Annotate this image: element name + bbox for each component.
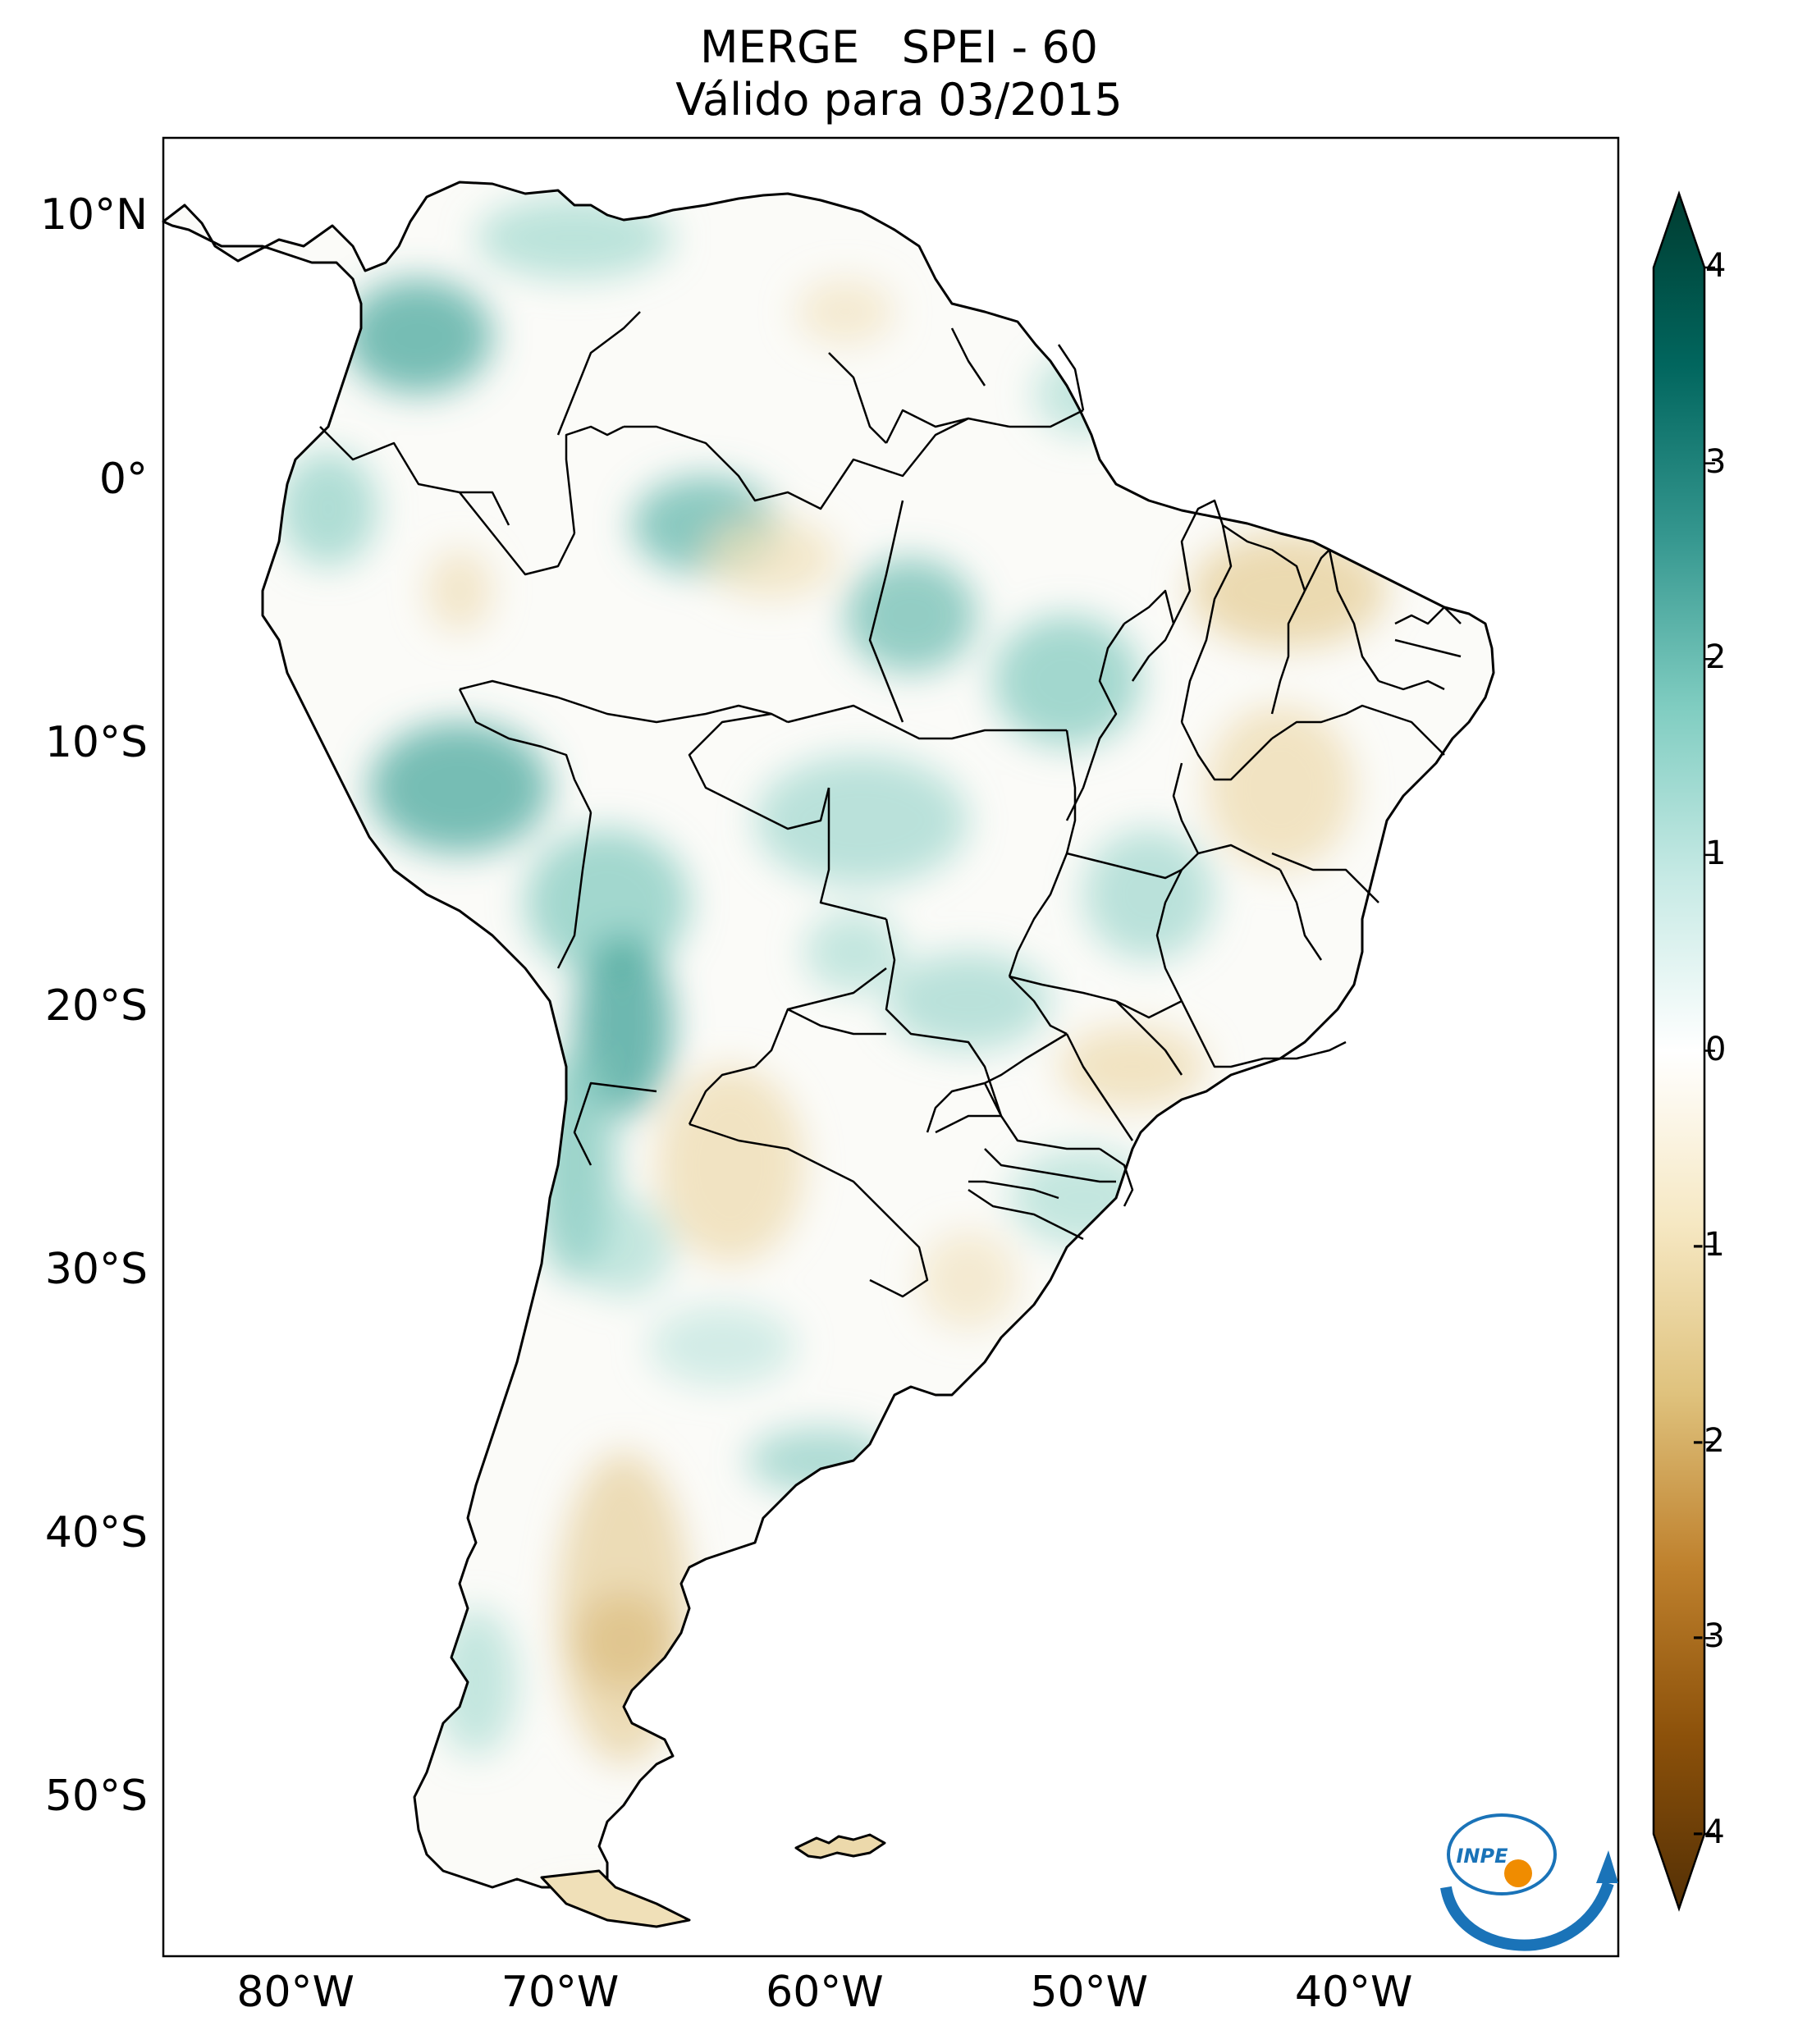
lat-label: 20°S <box>44 981 148 1031</box>
map-subtitle: Válido para 03/2015 <box>675 74 1123 126</box>
logo-arc <box>1440 1881 1614 1951</box>
colorbar-tick-label: 1 <box>1705 834 1727 872</box>
colorbar-tick-label: -1 <box>1692 1226 1725 1264</box>
logo-sun <box>1504 1859 1532 1887</box>
spei-anomaly-blobs <box>279 197 1387 1854</box>
colorbar-tick-label: 2 <box>1705 638 1727 677</box>
colorbar <box>1652 190 1715 1912</box>
map-title: MERGE SPEI - 60 <box>699 21 1099 73</box>
colorbar-tick-label: 3 <box>1705 442 1727 481</box>
logo-arrow <box>1596 1850 1618 1883</box>
colorbar-tick-label: 4 <box>1705 247 1727 285</box>
country-state-borders <box>319 311 1462 1298</box>
lon-label: 40°W <box>1294 1968 1413 2017</box>
falkland-islands <box>794 1833 886 1859</box>
inpe-logo: INPE <box>1440 1813 1618 1951</box>
lat-label: 10°N <box>39 190 148 240</box>
lat-label: 10°S <box>44 717 148 767</box>
lat-label: 40°S <box>44 1508 148 1558</box>
lon-label: 50°W <box>1030 1968 1149 2017</box>
lat-label: 30°S <box>44 1244 148 1294</box>
logo-text: INPE <box>1457 1845 1509 1868</box>
lon-label: 80°W <box>236 1968 355 2017</box>
lon-label: 60°W <box>766 1968 884 2017</box>
lat-label: 50°S <box>44 1772 148 1822</box>
coastline-outline <box>162 181 1495 1928</box>
colorbar-tick-label: -3 <box>1692 1617 1725 1656</box>
tierra-del-fuego <box>540 1869 691 1928</box>
lon-label: 70°W <box>501 1968 620 2017</box>
spei-field <box>163 182 1494 1887</box>
lat-label: 0° <box>98 454 148 504</box>
colorbar-tick-label: -2 <box>1692 1421 1725 1460</box>
colorbar-tick-label: 0 <box>1705 1030 1727 1068</box>
colorbar-tick-label: -4 <box>1692 1813 1725 1851</box>
logo-orbit <box>1447 1813 1557 1895</box>
